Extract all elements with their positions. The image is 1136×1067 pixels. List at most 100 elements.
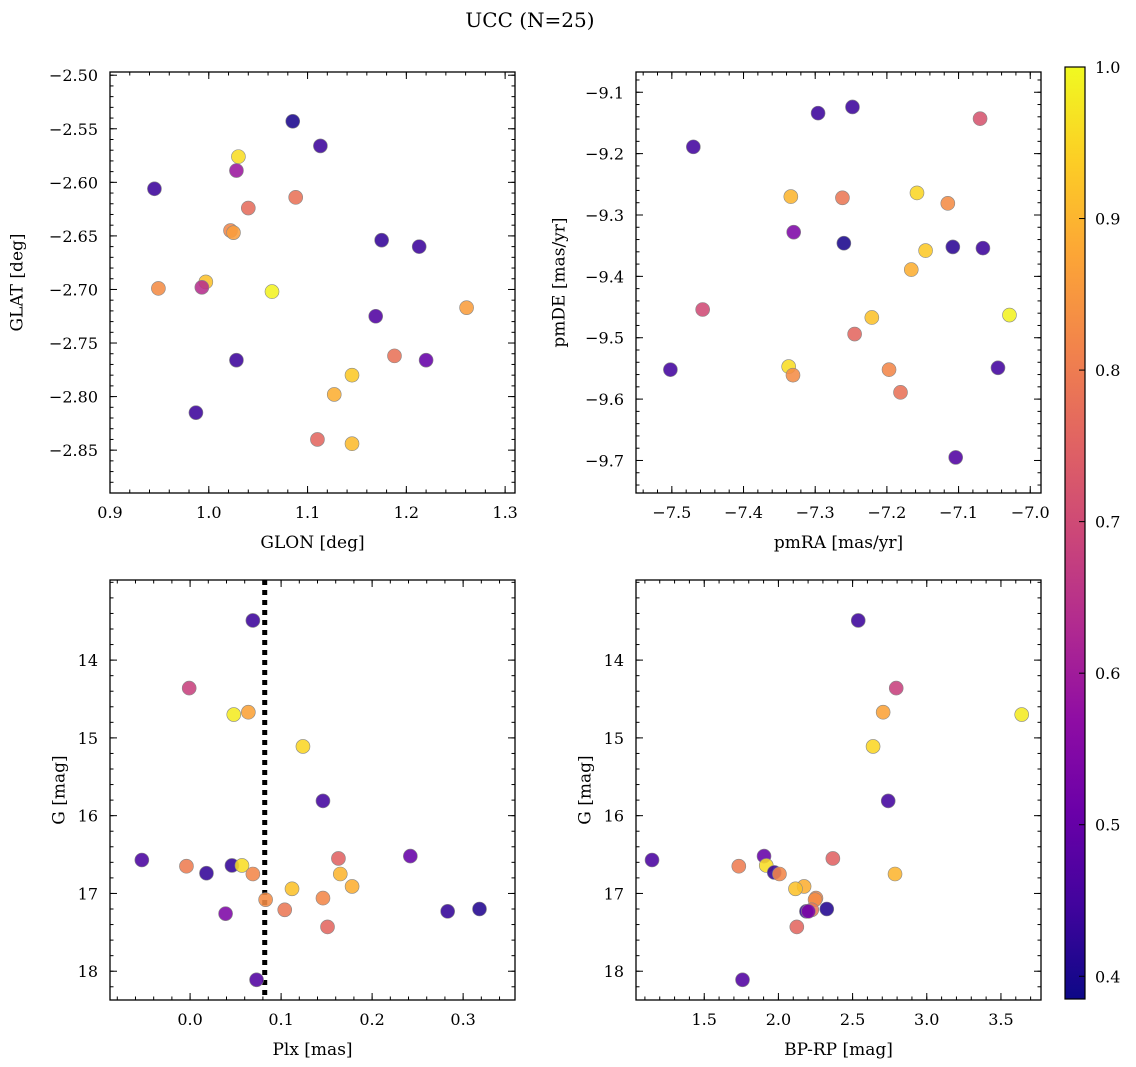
scatter-point [245,866,261,882]
colorbar-tick-label: 0.7 [1095,513,1120,532]
y-tick-label: 15 [78,729,98,748]
scatter-point [326,387,342,402]
scatter-point [881,362,897,377]
scatter-point [249,972,264,988]
scatter-point [1002,307,1017,323]
scatter-point [893,385,908,400]
scatter-point [864,310,880,325]
scatter-point [218,906,233,921]
y-tick-label: 18 [78,962,98,981]
y-tick-label: −9.3 [585,206,624,225]
y-tick-label: −9.2 [585,145,624,164]
scatter-point [888,680,904,696]
scatter-point [472,901,487,917]
x-tick-label: −7.5 [652,503,691,522]
colorbar-tick-label: 0.5 [1095,816,1120,835]
scatter-point [836,235,852,251]
scatter-point [284,881,300,897]
scatter-point [801,904,816,919]
scatter-point [313,138,328,154]
y-axis-label: pmDE [mas/yr] [550,217,570,347]
scatter-point [945,239,961,255]
scatter-point [909,185,925,201]
scatter-point [903,262,919,277]
scatter-point [975,240,991,256]
x-tick-label: 1.0 [196,503,221,522]
scatter-point [226,225,241,240]
y-tick-label: 14 [604,651,624,670]
colorbar-tick-label: 0.8 [1095,361,1120,380]
y-tick-label: 17 [604,884,624,903]
scatter-point [880,793,896,809]
x-tick-label: 1.3 [492,503,517,522]
y-tick-label: −9.1 [585,83,624,102]
scatter-point [344,879,360,894]
y-tick-label: 16 [78,807,98,826]
scatter-point [825,851,841,866]
scatter-point [285,113,301,129]
scatter-point [783,189,799,204]
x-tick-label: −7.3 [796,503,835,522]
scatter-point [320,919,335,935]
scatter-point [295,739,311,754]
scatter-point [134,852,150,868]
scatter-point [231,149,246,164]
scatter-point [344,367,360,383]
scatter-point [147,181,162,197]
y-tick-label: 16 [604,807,624,826]
scatter-point [663,362,678,377]
scatter-point [810,105,826,121]
scatter-point [940,196,956,211]
x-tick-label: 2.5 [840,1010,865,1029]
plot-panels: 0.9 1.0 1.1 1.2 1.3 −2.50 −2.55 −2.60 −2.65 −2.70… [8,66,1050,1060]
scatter-point [310,432,325,447]
scatter-point [789,919,805,935]
x-tick-label: −7.1 [939,503,978,522]
x-tick-label: −7.4 [724,503,763,522]
x-tick-label: 1.2 [394,503,419,522]
y-tick-label: −9.4 [585,267,624,286]
scatter-point [240,200,256,216]
scatter-point [264,284,280,299]
panel-pmra-pmde: −7.5 −7.4 −7.3 −7.2 −7.1 −7.0 −9.1 −9.2 −9.3 −9.4… [550,71,1050,553]
scatter-point [918,243,933,258]
scatter-point [234,858,250,873]
scatter-point [865,739,881,754]
scatter-point [459,300,474,315]
scatter-point [315,890,331,906]
y-tick-label: −2.60 [49,173,98,192]
y-tick-label: −9.6 [585,390,624,409]
scatter-point [418,352,434,368]
y-tick-label: 15 [604,729,624,748]
x-axis-label: Plx [mas] [272,1040,352,1060]
scatter-point [948,450,963,465]
scatter-point [686,139,701,155]
scatter-point [735,972,750,988]
scatter-point [411,239,427,254]
scatter-point [151,281,166,296]
scatter-point [786,224,801,240]
scatter-point [440,904,455,919]
scatter-point [315,793,331,809]
scatter-point [695,302,710,317]
axes-frame [635,71,1042,494]
colorbar-tick-label: 0.6 [1095,664,1120,683]
colorbar-gradient [1064,66,1086,1000]
y-tick-label: −2.65 [49,227,98,246]
y-tick-label: −9.5 [585,329,624,348]
x-tick-label: 0.9 [97,503,122,522]
scatter-point [194,280,210,295]
scatter-point [344,436,360,452]
axes-frame [635,579,1042,1001]
scatter-point [644,852,660,868]
scatter-point [277,902,293,918]
scatter-point [847,326,862,342]
scatter-point [181,680,197,696]
x-tick-label: 0.3 [450,1010,475,1029]
scatter-point [788,881,803,897]
x-tick-label: 0.1 [268,1010,293,1029]
scatter-point [374,232,389,248]
scatter-point [850,613,866,628]
scatter-point [288,190,304,205]
scatter-point [772,866,787,882]
